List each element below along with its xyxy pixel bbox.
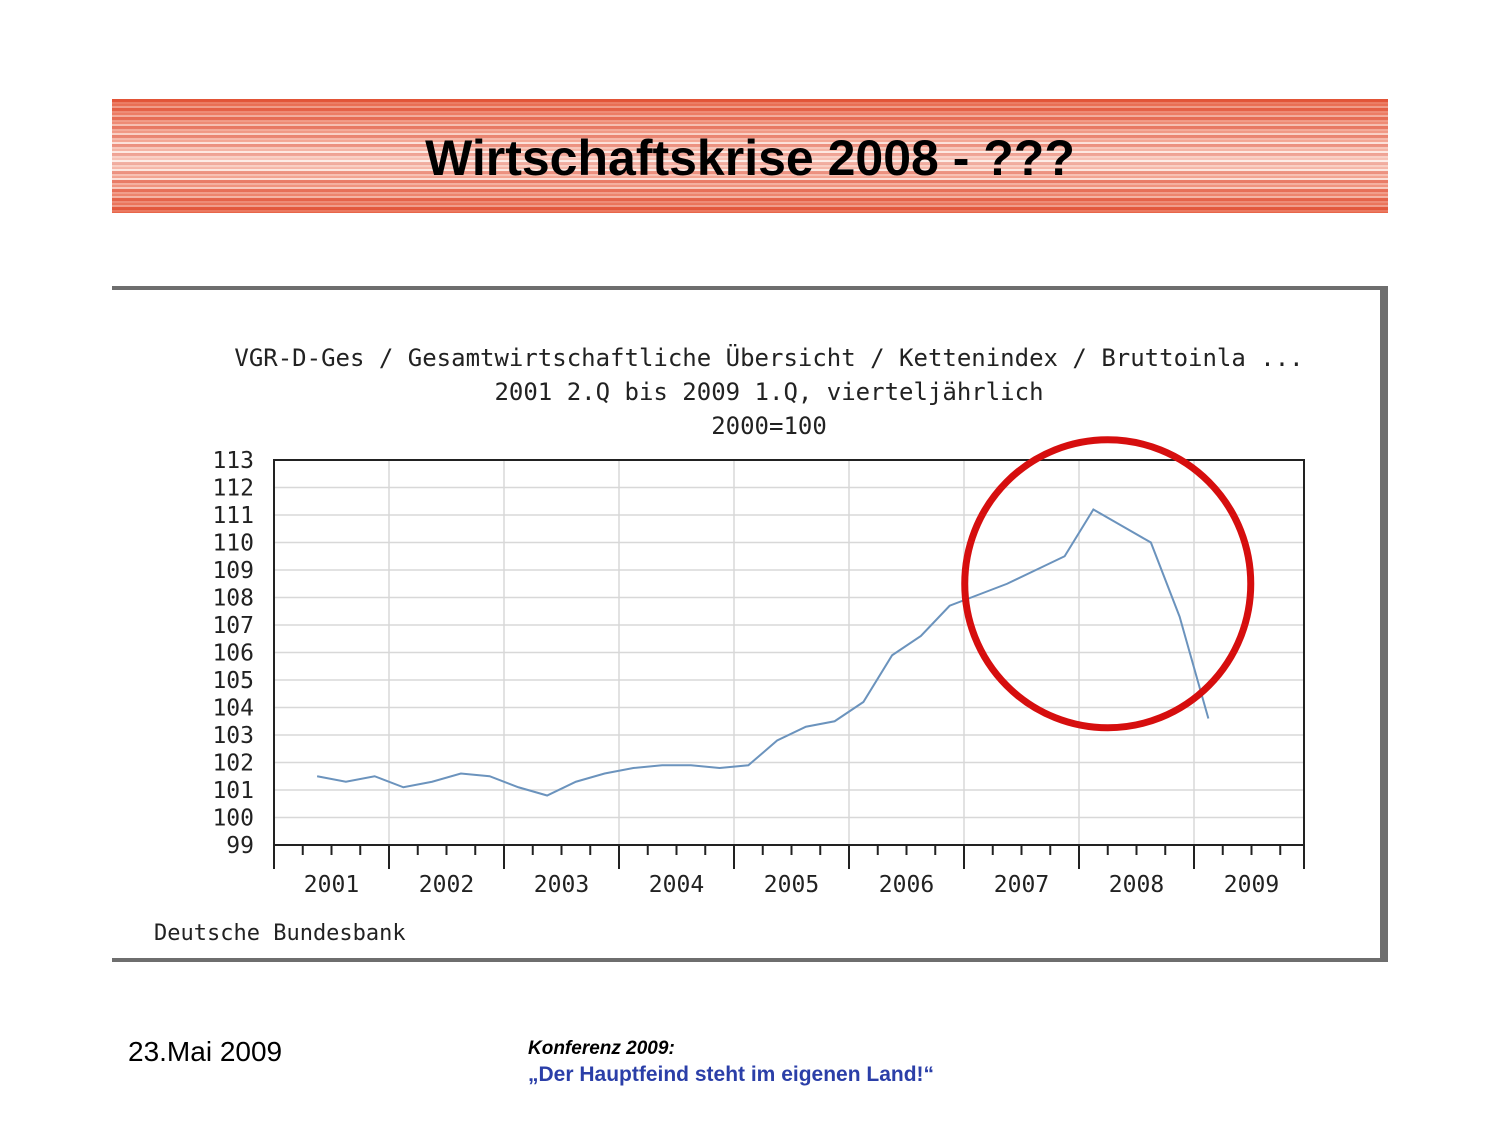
- x-year-label: 2001: [304, 872, 359, 898]
- chart-title: VGR-D-Ges / Gesamtwirtschaftliche Übersi…: [234, 343, 1303, 372]
- footer-date: 23.Mai 2009: [128, 1036, 283, 1067]
- series-layer: [316, 508, 1210, 797]
- y-tick-label: 102: [212, 751, 254, 777]
- y-tick-label: 111: [212, 503, 254, 529]
- x-year-label: 2008: [1109, 872, 1164, 898]
- series-line: [316, 508, 1210, 797]
- y-tick-label: 105: [212, 668, 254, 694]
- chart-svg: VGR-D-Ges / Gesamtwirtschaftliche Übersi…: [154, 343, 1305, 946]
- plot-border: [273, 459, 1305, 846]
- x-tick-marks: [273, 845, 1305, 869]
- x-year-label: 2007: [994, 872, 1049, 898]
- y-tick-label: 109: [212, 558, 254, 584]
- x-year-label: 2009: [1224, 872, 1279, 898]
- chart-frame: VGR-D-Ges / Gesamtwirtschaftliche Übersi…: [112, 286, 1388, 962]
- y-tick-label: 101: [212, 778, 254, 804]
- y-tick-label: 99: [226, 833, 254, 859]
- chart-unit-note: 2000=100: [711, 412, 827, 440]
- chart-source: Deutsche Bundesbank: [154, 921, 406, 946]
- y-tick-label: 103: [212, 723, 254, 749]
- highlight-circle: [961, 436, 1255, 732]
- y-tick-label: 104: [212, 696, 254, 722]
- y-tick-labels: 9910010110210310410510610710810911011111…: [212, 448, 254, 859]
- y-tick-label: 107: [212, 613, 254, 639]
- x-year-label: 2005: [764, 872, 819, 898]
- x-year-labels: 2001 2002 2003 2004 2005 2006 2007 2008 2009: [304, 872, 1279, 898]
- title-banner: Wirtschaftskrise 2008 - ???: [112, 99, 1388, 213]
- slide-title: Wirtschaftskrise 2008 - ???: [425, 130, 1075, 186]
- grid-layer: [274, 459, 1304, 846]
- y-tick-label: 112: [212, 476, 254, 502]
- footer-motto: „Der Hauptfeind steht im eigenen Land!“: [528, 1063, 935, 1086]
- x-year-label: 2002: [419, 872, 474, 898]
- x-year-label: 2004: [649, 872, 704, 898]
- y-tick-label: 100: [212, 806, 254, 832]
- footer-conference: Konferenz 2009:: [528, 1038, 675, 1059]
- y-tick-label: 113: [212, 448, 254, 474]
- chart-subtitle: 2001 2.Q bis 2009 1.Q, vierteljährlich: [494, 378, 1043, 406]
- y-tick-label: 106: [212, 641, 254, 667]
- y-tick-label: 108: [212, 586, 254, 612]
- x-year-label: 2006: [879, 872, 934, 898]
- y-tick-label: 110: [212, 531, 254, 557]
- x-year-label: 2003: [534, 872, 589, 898]
- highlight-layer: [961, 436, 1255, 732]
